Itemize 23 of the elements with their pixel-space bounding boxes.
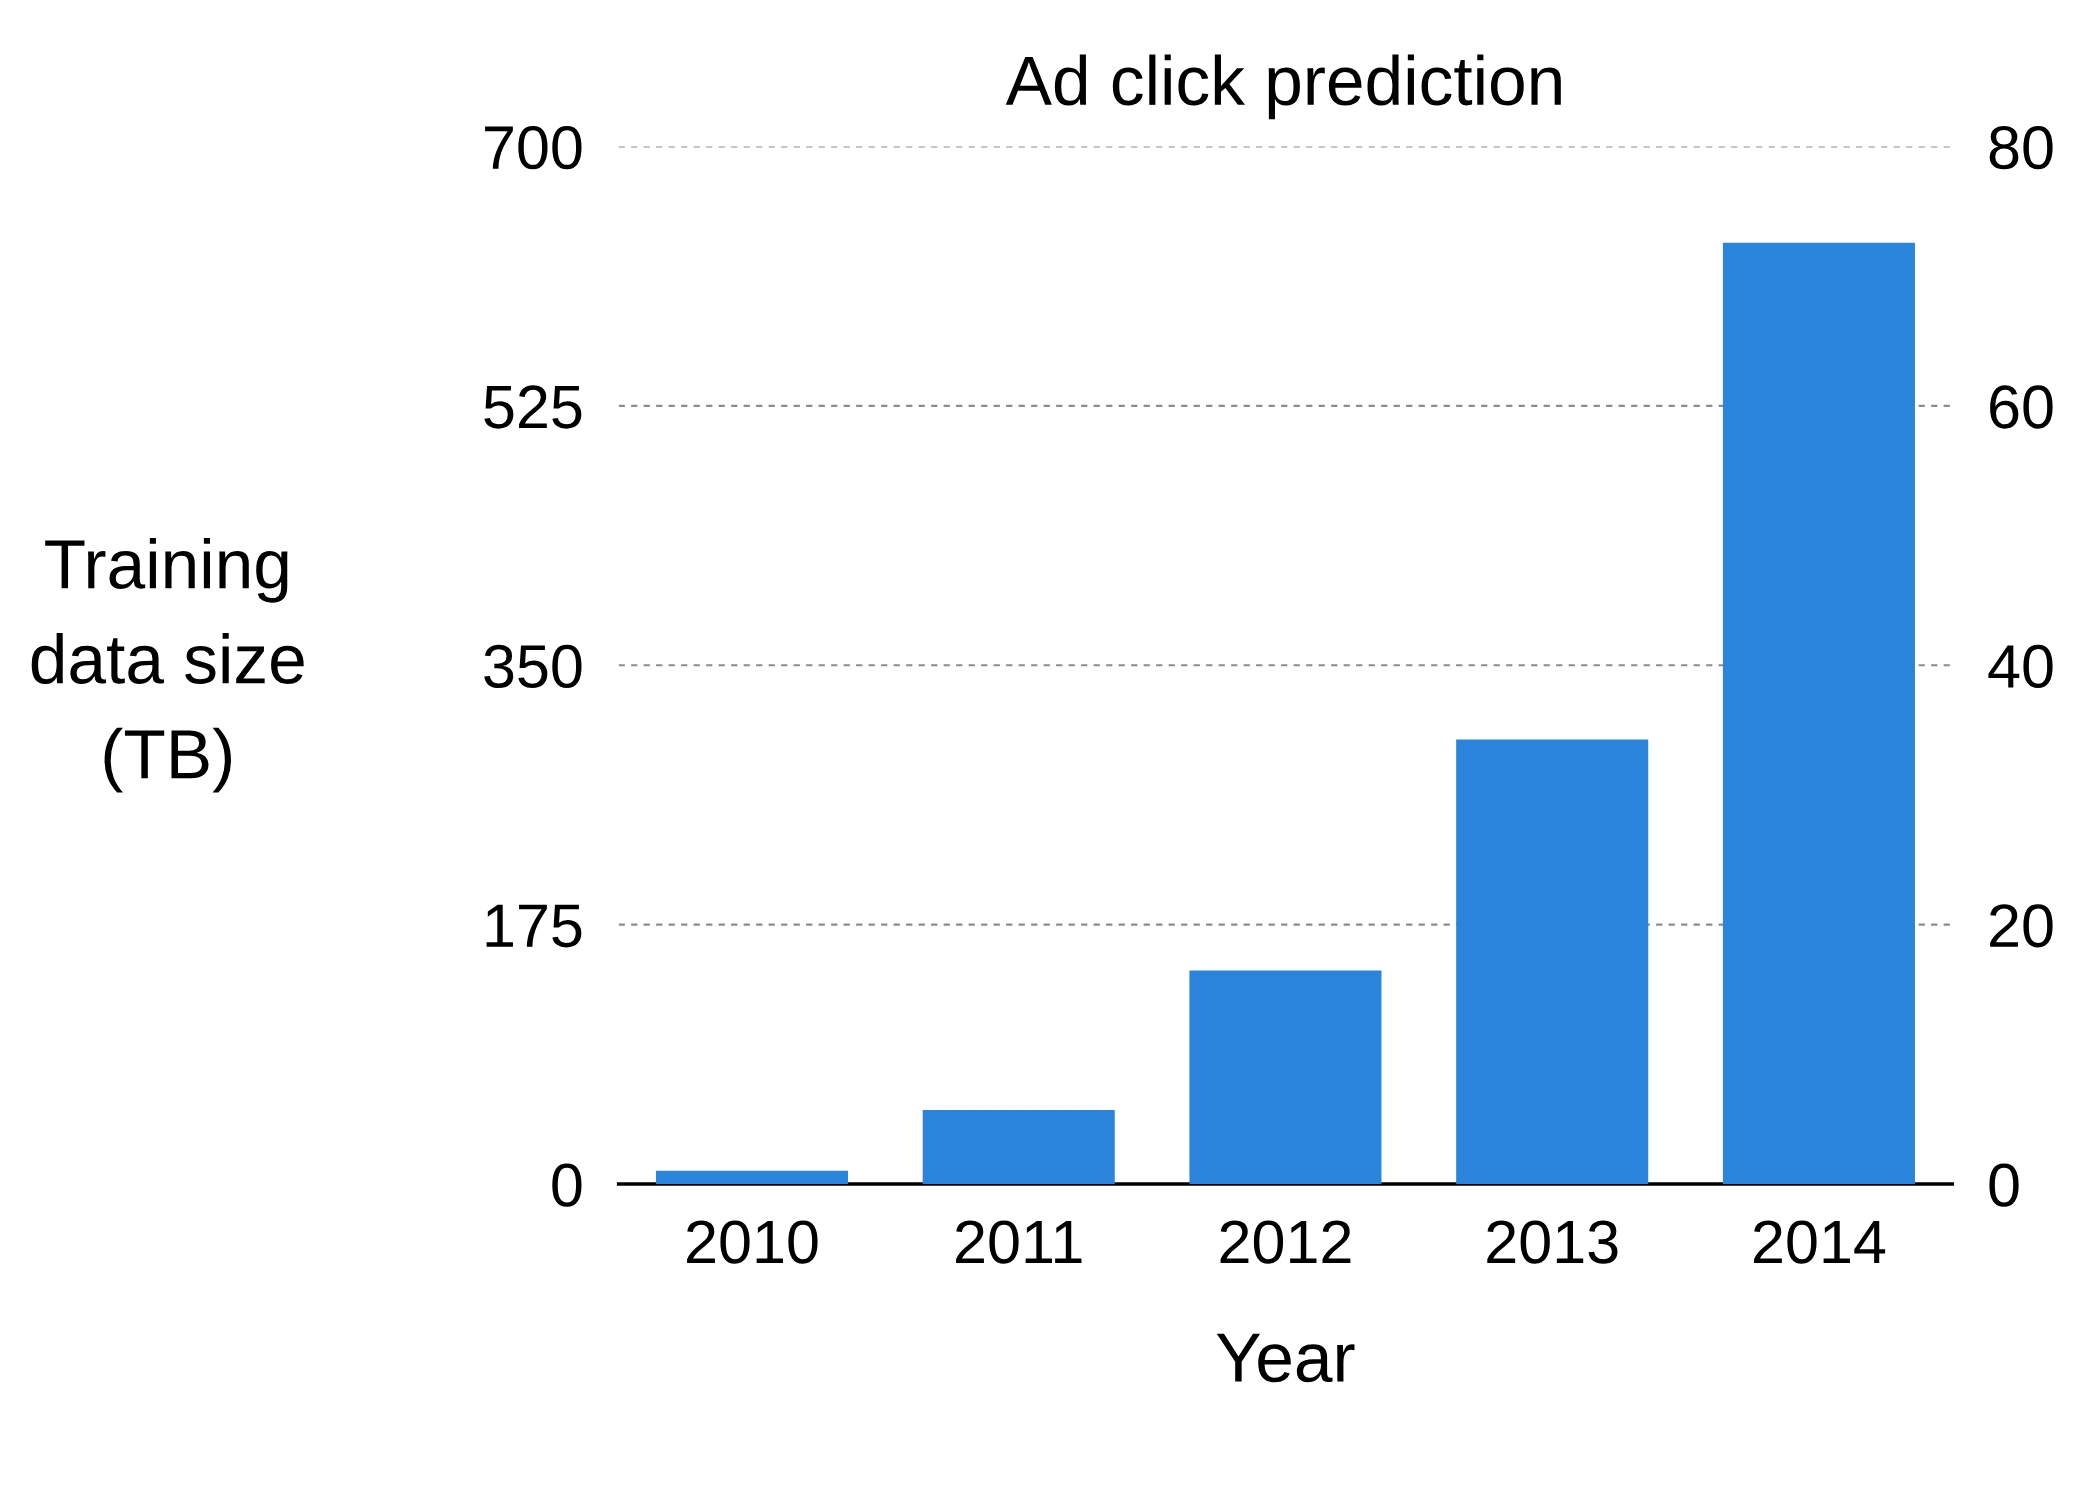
bar — [655, 1170, 849, 1185]
y-tick-label: 175 — [486, 904, 582, 948]
bar — [1722, 242, 1915, 1185]
y2-tick-label: 40 — [1988, 644, 2053, 689]
y-tick-label: 525 — [484, 385, 582, 429]
x-axis-title: Year — [1216, 1333, 1355, 1383]
y-tick-label: 0 — [552, 1163, 582, 1207]
y-tick-label: 350 — [484, 644, 582, 689]
bar — [922, 1109, 1115, 1185]
x-tick-label: 2013 — [1487, 1220, 1618, 1264]
y-tick-label: 700 — [485, 125, 582, 170]
x-tick-label: 2010 — [687, 1220, 818, 1264]
bar — [1189, 970, 1382, 1185]
y2-tick-label: 60 — [1990, 385, 2053, 429]
x-tick-label: 2014 — [1754, 1220, 1886, 1264]
chart-title: Ad click prediction — [1005, 54, 1561, 120]
y2-tick-label: 0 — [1989, 1163, 2019, 1207]
x-tick-label: 2012 — [1220, 1220, 1351, 1264]
x-tick-label: 2011 — [956, 1220, 1082, 1264]
y2-tick-label: 80 — [1989, 125, 2053, 170]
y-axis-title: Training data size (TB) — [31, 537, 304, 793]
bar — [1456, 739, 1649, 1185]
y2-tick-label: 20 — [1990, 904, 2053, 948]
